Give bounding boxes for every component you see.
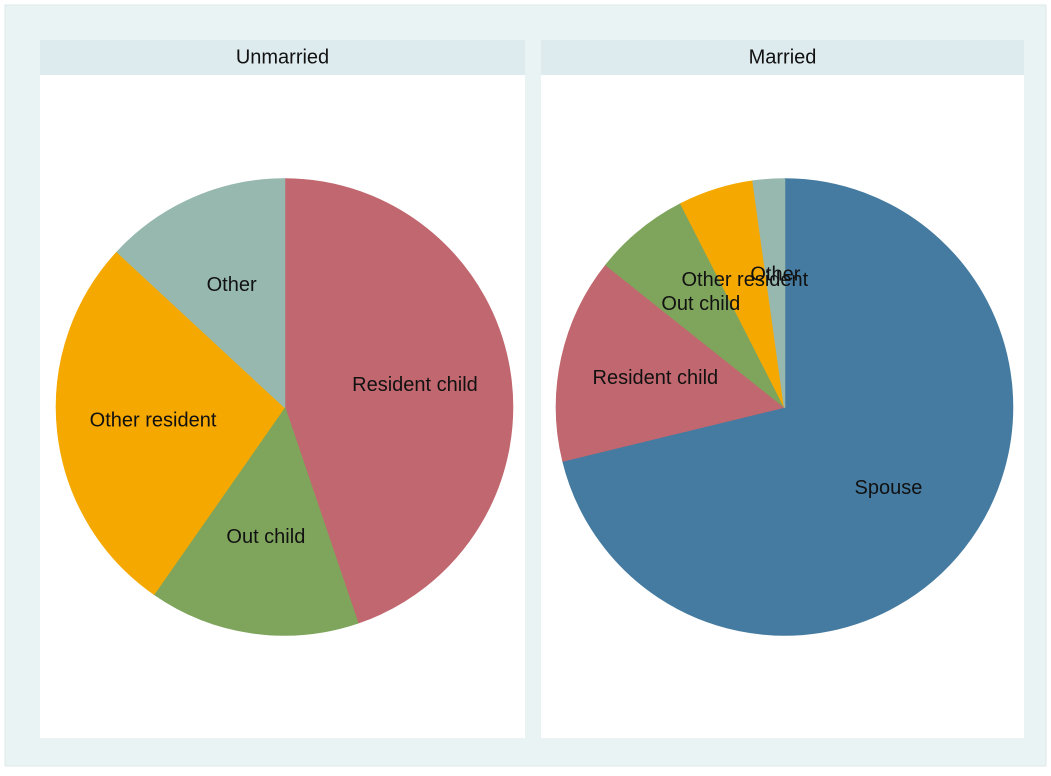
slice-label: Other resident [681, 269, 808, 291]
pie-slice [55, 251, 286, 595]
slice-label: Spouse [855, 477, 923, 499]
pie-slice [752, 178, 786, 408]
panel-header [541, 40, 1024, 75]
slice-label: Other [207, 274, 257, 296]
pie-slice [116, 178, 286, 408]
slice-label: Other [750, 263, 800, 285]
pie-slice [153, 406, 359, 636]
slice-label: Out child [661, 293, 740, 315]
panel-header [40, 40, 525, 75]
panel-title: Married [749, 46, 817, 68]
slice-label: Out child [226, 526, 305, 548]
pie-slice [555, 264, 786, 462]
pie-slice [562, 178, 1014, 636]
slice-label: Resident child [593, 367, 719, 389]
panel-title: Unmarried [236, 46, 329, 68]
slice-label: Other resident [90, 409, 217, 431]
slice-label: Resident child [352, 374, 478, 396]
pie-slice [283, 178, 514, 624]
